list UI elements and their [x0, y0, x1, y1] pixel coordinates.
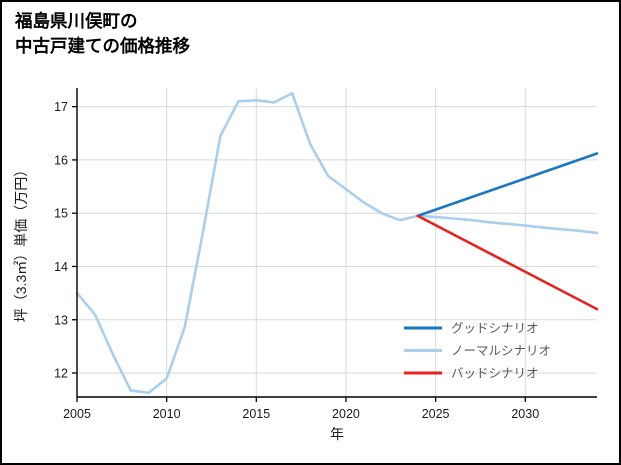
chart-title-line-2: 中古戸建ての価格推移 [15, 36, 190, 57]
y-tick-label-12: 12 [54, 367, 68, 381]
chart-title: 福島県川俣町の 中古戸建ての価格推移 [15, 9, 190, 60]
legend-label-1: ノーマルシナリオ [451, 344, 551, 358]
x-tick-label-2025: 2025 [422, 407, 450, 421]
series-line-0 [416, 152, 599, 218]
x-tick-label-2015: 2015 [242, 407, 270, 421]
x-axis-label: 年 [330, 426, 344, 442]
y-tick-label-16: 16 [54, 153, 68, 167]
x-tick-label-2005: 2005 [63, 407, 91, 421]
x-tick-label-2030: 2030 [511, 407, 539, 421]
y-tick-label-17: 17 [54, 100, 68, 114]
y-axis-label: 坪（3.3㎡）単価（万円） [13, 163, 29, 322]
series-line-2 [416, 214, 599, 311]
legend-label-2: バッドシナリオ [451, 367, 539, 381]
x-tick-label-2010: 2010 [153, 407, 181, 421]
legend-label-0: グッドシナリオ [451, 322, 539, 336]
chart-title-line-1: 福島県川俣町の [15, 11, 138, 31]
series-line-1 [75, 92, 599, 395]
x-tick-label-2020: 2020 [332, 407, 360, 421]
y-tick-label-14: 14 [54, 260, 68, 274]
y-tick-label-13: 13 [54, 313, 68, 327]
y-tick-label-15: 15 [54, 207, 68, 221]
